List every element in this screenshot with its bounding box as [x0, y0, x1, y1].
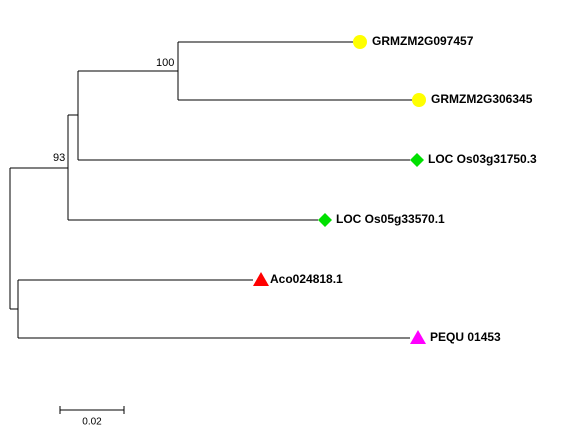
circle-marker [412, 93, 426, 107]
triangle-marker [410, 330, 426, 344]
leaf-label: PEQU 01453 [430, 330, 501, 344]
leaf-markers [253, 35, 426, 344]
bootstrap-label: 100 [156, 57, 174, 69]
branches [9, 41, 412, 339]
triangle-marker [253, 272, 269, 286]
leaf-label: Aco024818.1 [270, 272, 343, 286]
bootstrap-label: 93 [53, 152, 65, 164]
leaf-label: LOC Os05g33570.1 [336, 212, 445, 226]
leaf-label: LOC Os03g31750.3 [428, 152, 537, 166]
diamond-marker [410, 153, 424, 167]
leaf-label: GRMZM2G097457 [372, 34, 474, 48]
diamond-marker [318, 213, 332, 227]
scale-label: 0.02 [82, 417, 102, 428]
circle-marker [353, 35, 367, 49]
leaf-label: GRMZM2G306345 [431, 92, 533, 106]
scale-bar: 0.02 [59, 406, 125, 428]
